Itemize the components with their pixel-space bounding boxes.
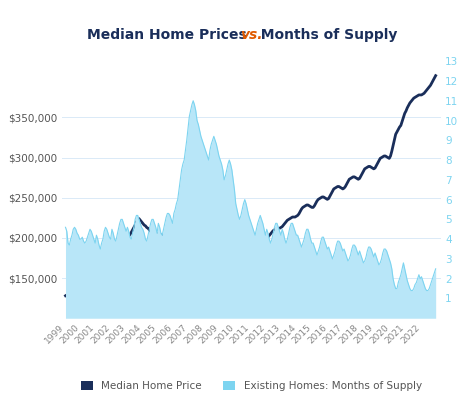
Text: vs.: vs. (240, 28, 263, 42)
Legend: Median Home Price, Existing Homes: Months of Supply: Median Home Price, Existing Homes: Month… (76, 377, 426, 395)
Text: Median Home Prices: Median Home Prices (87, 28, 251, 42)
Text: Months of Supply: Months of Supply (251, 28, 398, 42)
